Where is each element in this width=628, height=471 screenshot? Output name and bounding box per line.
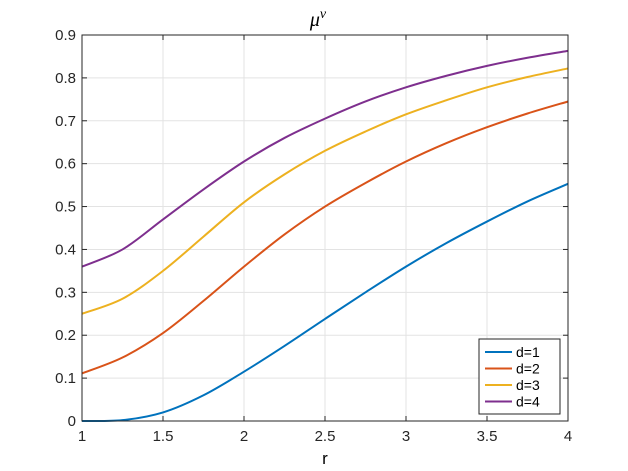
y-tick-label: 0.8 — [55, 70, 76, 87]
x-tick-label: 1 — [78, 428, 86, 445]
series-line-d-2 — [81, 100, 569, 375]
y-tick-label: 0.3 — [55, 284, 76, 301]
x-tick-label: 4 — [564, 428, 572, 445]
axes-border — [81, 34, 569, 422]
axes-box — [81, 34, 569, 422]
series-line-d-4 — [81, 49, 569, 268]
legend-label: d=3 — [516, 377, 540, 393]
legend: d=1d=2d=3d=4 — [478, 338, 561, 415]
x-tick-label: 2 — [240, 428, 248, 445]
series-line-d-3 — [81, 67, 569, 315]
x-tick-label: 3 — [402, 428, 410, 445]
y-tick-label: 0.9 — [55, 27, 76, 44]
tick-labels: 1 1.5 2 2.5 3 3.5 4 0 0.1 0.2 0.3 0.4 0.5 0.6 0.7 0.8 0.… — [55, 27, 572, 445]
y-tick-label: 0.2 — [55, 327, 76, 344]
series-lines — [81, 49, 569, 423]
x-tick-label: 3.5 — [477, 428, 498, 445]
y-tick-label: 0.5 — [55, 199, 76, 216]
y-tick-label: 0.6 — [55, 156, 76, 173]
chart-title-base: μ — [309, 9, 320, 31]
series-line-d-1 — [81, 182, 569, 423]
legend-label: d=2 — [516, 361, 540, 377]
x-axis-label: r — [322, 449, 328, 468]
y-tick-label: 0 — [68, 413, 76, 430]
y-tick-label: 0.7 — [55, 113, 76, 130]
x-tick-label: 2.5 — [315, 428, 336, 445]
chart-title-superscript: ν — [320, 7, 327, 22]
legend-label: d=4 — [516, 394, 540, 410]
chart-title: μν — [309, 7, 327, 31]
x-tick-label: 1.5 — [153, 428, 174, 445]
y-tick-label: 0.1 — [55, 370, 76, 387]
y-tick-label: 0.4 — [55, 241, 76, 258]
legend-label: d=1 — [516, 344, 540, 360]
